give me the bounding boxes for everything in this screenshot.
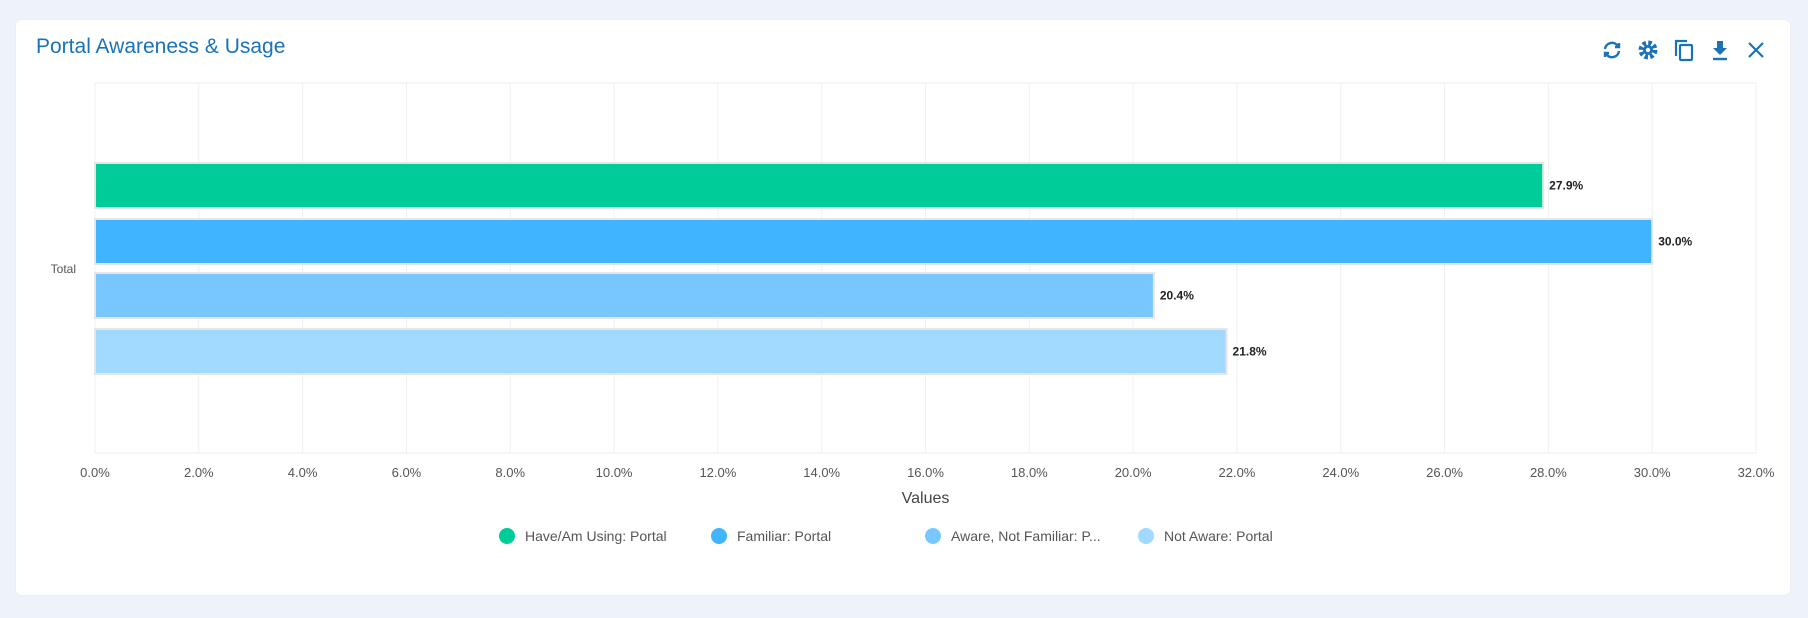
x-tick-label: 28.0% bbox=[1530, 465, 1567, 480]
x-tick-label: 16.0% bbox=[907, 465, 944, 480]
legend-dot-icon bbox=[711, 528, 727, 544]
bar-3 bbox=[94, 328, 1228, 375]
data-label: 30.0% bbox=[1658, 235, 1692, 249]
x-tick-label: 18.0% bbox=[1011, 465, 1048, 480]
legend-item[interactable]: Not Aware: Portal bbox=[1138, 528, 1273, 544]
close-icon[interactable] bbox=[1744, 38, 1768, 62]
legend-item[interactable]: Familiar: Portal bbox=[711, 528, 831, 544]
x-tick-label: 2.0% bbox=[184, 465, 214, 480]
x-tick-label: 32.0% bbox=[1738, 465, 1775, 480]
x-tick-label: 12.0% bbox=[699, 465, 736, 480]
legend-label: Not Aware: Portal bbox=[1164, 528, 1273, 544]
x-tick-label: 14.0% bbox=[803, 465, 840, 480]
gear-icon[interactable] bbox=[1636, 38, 1660, 62]
legend-label: Aware, Not Familiar: P... bbox=[951, 528, 1101, 544]
legend-item[interactable]: Aware, Not Familiar: P... bbox=[925, 528, 1101, 544]
refresh-icon[interactable] bbox=[1600, 38, 1624, 62]
bar-2 bbox=[94, 272, 1155, 319]
data-label: 20.4% bbox=[1160, 289, 1194, 303]
x-tick-label: 30.0% bbox=[1634, 465, 1671, 480]
legend-label: Familiar: Portal bbox=[737, 528, 832, 544]
bar-0 bbox=[94, 162, 1545, 209]
bar-chart: 0.0% 2.0% 4.0% 6.0% 8.0% 10.0% 12.0% 14.0% 16.0%… bbox=[51, 82, 1775, 507]
x-tick-label: 8.0% bbox=[495, 465, 525, 480]
chart-title: Portal Awareness & Usage bbox=[36, 35, 286, 58]
legend-item[interactable]: Have/Am Using: Portal bbox=[499, 528, 667, 544]
legend-dot-icon bbox=[1138, 528, 1154, 544]
x-tick-label: 6.0% bbox=[392, 465, 422, 480]
x-tick-label: 26.0% bbox=[1426, 465, 1463, 480]
legend-label: Have/Am Using: Portal bbox=[525, 528, 667, 544]
bar-1 bbox=[94, 218, 1654, 265]
legend: Have/Am Using: Portal Familiar: Portal Awa… bbox=[16, 528, 1790, 550]
legend-dot-icon bbox=[499, 528, 515, 544]
legend-dot-icon bbox=[925, 528, 941, 544]
chart-card: Portal Awareness & Usage 0.0% 2.0% 4.0% 6.0… bbox=[16, 20, 1790, 595]
data-label: 27.9% bbox=[1549, 179, 1583, 193]
copy-icon[interactable] bbox=[1672, 38, 1696, 62]
x-tick-label: 4.0% bbox=[288, 465, 318, 480]
download-icon[interactable] bbox=[1708, 38, 1732, 62]
x-tick-label: 0.0% bbox=[80, 465, 110, 480]
toolbar bbox=[1600, 38, 1768, 62]
x-tick-label: 24.0% bbox=[1322, 465, 1359, 480]
y-category-label: Total bbox=[51, 262, 76, 276]
x-tick-label: 22.0% bbox=[1219, 465, 1256, 480]
x-tick-label: 10.0% bbox=[596, 465, 633, 480]
data-label: 21.8% bbox=[1233, 345, 1267, 359]
x-tick-label: 20.0% bbox=[1115, 465, 1152, 480]
x-axis-title: Values bbox=[902, 490, 950, 507]
